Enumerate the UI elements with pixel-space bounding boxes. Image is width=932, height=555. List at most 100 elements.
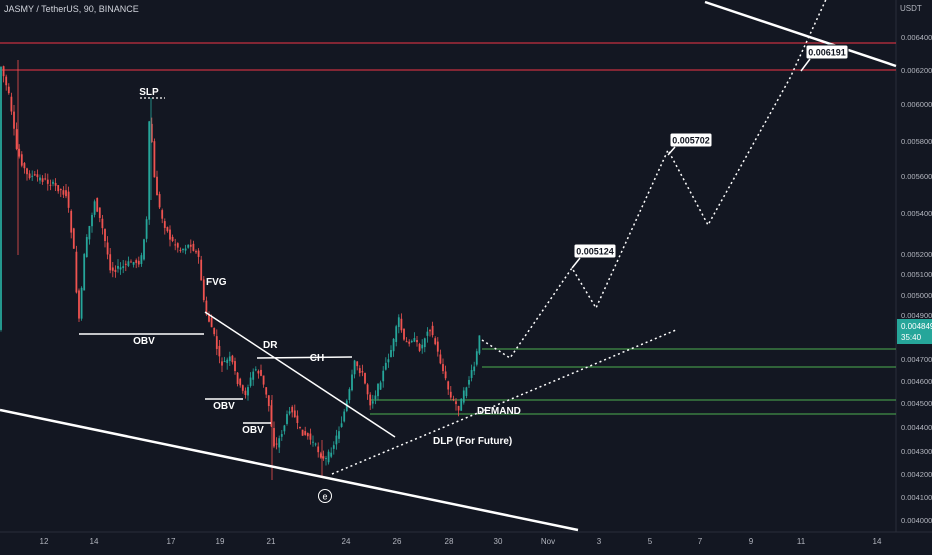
dlp-dotted-trendline[interactable] (331, 329, 677, 475)
candle-body (257, 370, 260, 374)
candle-body (369, 394, 372, 406)
candle-body (325, 458, 327, 460)
candle-body (145, 219, 148, 239)
candle-body (366, 384, 369, 395)
candle-body (195, 251, 197, 253)
candle-body (189, 244, 192, 247)
candle-body (241, 385, 244, 391)
label-ch: CH (310, 353, 324, 364)
candle-body (23, 163, 26, 169)
candle-body (265, 387, 268, 395)
candle-body (400, 318, 403, 331)
candle-body (322, 456, 325, 459)
label-obv-3: OBV (242, 425, 264, 436)
target-2-value: 0.005702 (672, 136, 710, 146)
candle-body (252, 371, 255, 380)
candle-body (31, 175, 34, 177)
candle-body (291, 406, 294, 413)
candle-body (223, 361, 226, 363)
lower-trendline[interactable] (0, 408, 579, 532)
candle-body (332, 445, 335, 449)
candle-body (182, 249, 184, 251)
candle-body (392, 338, 395, 352)
target-box-1[interactable]: 0.005124 (573, 243, 617, 259)
candle-body (7, 86, 10, 94)
candle-body (423, 338, 426, 348)
ch-line[interactable] (256, 356, 353, 359)
candle-body (101, 218, 104, 229)
target-box-2[interactable]: 0.005702 (669, 132, 713, 148)
candle-body (2, 66, 5, 77)
candle-body (166, 227, 169, 232)
candle-body (374, 395, 377, 400)
time-tick-label: 11 (797, 537, 806, 546)
candle-body (478, 335, 481, 354)
candle-body (395, 326, 398, 342)
candle-body (104, 229, 106, 242)
price-tick-label: 0.006400 (901, 33, 932, 42)
candle-body (468, 379, 470, 385)
price-tick-label: 0.004900 (901, 311, 932, 320)
candle-body (33, 174, 36, 176)
candle-body (200, 259, 203, 281)
candle-body (46, 179, 49, 184)
candle-body (148, 121, 151, 220)
candle-body (98, 207, 101, 218)
candle-body (434, 338, 437, 345)
candle-body (338, 431, 340, 439)
label-demand: DEMAND (477, 406, 521, 417)
candle-body (184, 248, 187, 251)
price-tick-label: 0.004200 (901, 470, 932, 479)
candle-body (202, 279, 205, 301)
price-axis-panel[interactable] (896, 0, 932, 550)
candle-body (210, 317, 213, 328)
projection-path[interactable] (481, 0, 828, 360)
candle-body (444, 371, 447, 379)
symbol-header[interactable]: JASMY / TetherUS, 90, BINANCE (4, 4, 139, 14)
label-e: e (322, 492, 327, 502)
price-tick-label: 0.006000 (901, 100, 932, 109)
candle-body (114, 269, 117, 272)
candle-body (49, 184, 52, 186)
candle-body (335, 435, 338, 445)
price-tick-label: 0.005000 (901, 291, 932, 300)
candle-body (78, 290, 80, 319)
candle-body (348, 389, 351, 401)
target-box-3[interactable]: 0.006191 (805, 44, 849, 60)
candle-body (140, 255, 143, 264)
candle-body (44, 178, 47, 180)
label-dr: DR (263, 340, 278, 351)
candle-body (215, 336, 218, 349)
candle-body (109, 254, 112, 271)
candle-body (57, 185, 60, 192)
candle-body (429, 330, 431, 332)
candle-body (124, 263, 127, 265)
candle-body (132, 262, 135, 265)
time-tick-label: 14 (90, 537, 99, 546)
upper-trendline[interactable] (704, 0, 897, 68)
candle-body (447, 381, 450, 390)
candle-body (460, 398, 463, 411)
candle-body (304, 431, 307, 435)
candle-body (80, 287, 83, 319)
candle-body (187, 244, 190, 248)
last-price-marker[interactable]: 0.004849 35:40 (897, 319, 932, 344)
candle-body (449, 391, 452, 398)
candle-body (470, 370, 473, 378)
price-axis-unit: USDT (900, 4, 922, 13)
candle-body (52, 181, 54, 184)
candle-body (231, 355, 234, 363)
label-dlp: DLP (For Future) (433, 436, 512, 447)
candle-body (455, 401, 457, 405)
candle-body (179, 249, 182, 251)
descending-resistance-line[interactable] (204, 311, 396, 438)
candle-body (475, 351, 478, 365)
target-1-value: 0.005124 (576, 247, 614, 257)
candle-body (28, 173, 31, 179)
price-tick-label: 0.004600 (901, 377, 932, 386)
candle-body (293, 410, 296, 418)
time-tick-label: 12 (40, 537, 49, 546)
time-tick-label: 17 (167, 537, 176, 546)
